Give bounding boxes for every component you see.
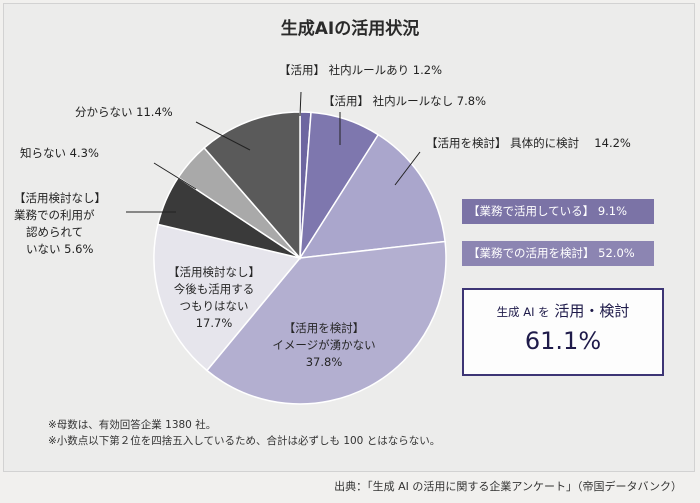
chart-title: 生成AIの活用状況	[280, 19, 420, 39]
summary-considering-value: 52.0%	[598, 246, 635, 260]
label-unknown: 分からない 11.4%	[75, 105, 173, 119]
label-noimage: 【活用を検討】 イメージが湧かない 37.8%	[272, 321, 376, 369]
summary-considering-label: 【業務での活用を検討】	[468, 246, 595, 260]
source-credit: 出典：「生成 AI の活用に関する企業アンケート」（帝国データバンク）	[334, 480, 682, 493]
pie-slice-4	[153, 223, 302, 372]
label-rule-yes: 【活用】 社内ルールあり 1.2%	[279, 63, 443, 77]
label-willnot: 【活用検討なし】 今後も活用する つもりはない 17.7%	[168, 265, 260, 330]
summary-considering-box: 【業務での活用を検討】 52.0%	[462, 241, 654, 266]
summary-using-box: 【業務で活用している】 9.1%	[462, 199, 654, 224]
label-notallowed: 【活用検討なし】 業務での利用が 認められて いない 5.6%	[14, 191, 106, 256]
pie-slice-3	[205, 240, 447, 405]
leader-concrete	[394, 151, 421, 186]
note-rounding: ※小数点以下第２位を四捨五入しているため、合計は必ずしも 100 とはならない。	[48, 435, 441, 447]
leader-rule-yes	[299, 91, 302, 117]
label-rule-no: 【活用】 社内ルールなし 7.8%	[323, 94, 487, 108]
pie-slice-7	[203, 111, 301, 261]
total-label: 活用・検討	[554, 302, 630, 320]
total-prefix: 生成 AI を	[496, 305, 550, 319]
note-sample-size: ※母数は、有効回答企業 1380 社。	[48, 419, 217, 431]
label-concrete: 【活用を検討】 具体的に検討 14.2%	[426, 136, 631, 150]
leader-unknown	[195, 121, 251, 151]
summary-using-value: 9.1%	[597, 204, 628, 218]
leader-dontknow	[153, 162, 197, 190]
total-value: 61.1%	[524, 327, 602, 355]
total-box: 生成 AI を 活用・検討 61.1%	[462, 288, 664, 376]
summary-using-label: 【業務で活用している】	[468, 204, 595, 218]
label-dontknow: 知らない 4.3%	[20, 146, 99, 160]
pie-slice-2	[298, 133, 446, 259]
